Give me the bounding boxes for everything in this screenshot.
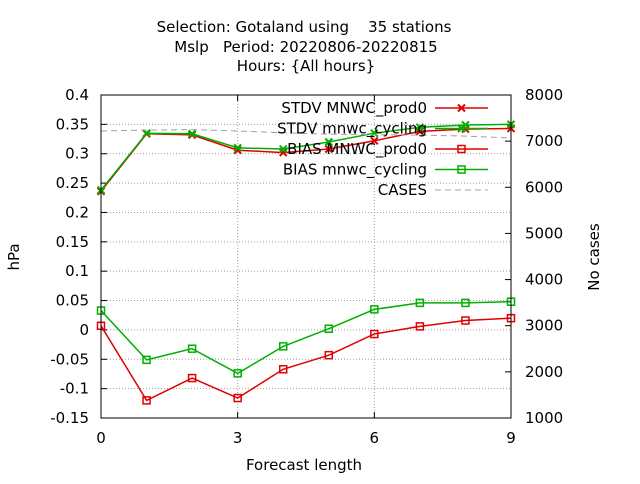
- title-line-3: Hours: {All hours}: [237, 57, 375, 75]
- x-tick-label: 9: [506, 429, 516, 447]
- data-point: [415, 298, 425, 308]
- y2-tick-label: 3000: [525, 317, 563, 335]
- grid: [101, 95, 511, 418]
- data-point: [233, 393, 242, 403]
- data-point: [279, 144, 288, 154]
- series-line: [100, 123, 512, 191]
- legend-marker: [457, 103, 466, 113]
- legend-label: STDV MNWC_prod0: [281, 99, 427, 118]
- y2-axis-label: No cases: [585, 223, 603, 291]
- y2-tick-label: 1000: [525, 409, 563, 427]
- y-tick-label: 0.25: [56, 174, 89, 192]
- y-tick-label: 0.1: [65, 262, 89, 280]
- y-tick-label: 0.3: [65, 145, 89, 163]
- legend-marker: [457, 124, 466, 133]
- series-stdv-mnwc-cycling: [96, 120, 516, 195]
- series-line: [100, 300, 512, 375]
- legend-label: BIAS mnwc_cycling: [283, 161, 427, 180]
- y2-tick-label: 8000: [525, 86, 563, 104]
- series-line: [100, 317, 512, 402]
- data-point: [461, 298, 470, 308]
- series-line: [100, 129, 512, 139]
- y-tick-label: 0.15: [56, 233, 89, 251]
- data-point: [461, 316, 470, 325]
- y2-tick-label: 6000: [525, 178, 563, 196]
- y-tick-label: 0.35: [56, 115, 89, 133]
- y-tick-label: 0.2: [65, 203, 89, 221]
- chart-title: Selection: Gotaland using 35 stations Ms…: [157, 18, 452, 75]
- data-point: [142, 128, 151, 138]
- plot-border: [100, 94, 512, 419]
- data-point: [370, 128, 379, 138]
- y2-tick-label: 4000: [525, 271, 563, 289]
- title-line-1: Selection: Gotaland using 35 stations: [157, 18, 452, 36]
- data-point: [370, 329, 379, 339]
- legend-marker: [457, 144, 466, 154]
- data-point: [415, 322, 425, 331]
- x-tick-label: 6: [370, 429, 380, 447]
- y2-tick-label: 2000: [525, 363, 563, 381]
- legend-label: STDV mnwc_cycling: [277, 120, 427, 139]
- x-tick-label: 0: [96, 429, 106, 447]
- data-point: [324, 324, 334, 333]
- series-cases: [100, 129, 512, 139]
- data-point: [370, 136, 379, 146]
- title-line-2: Mslp Period: 20220806-20220815: [174, 38, 437, 56]
- x-tick-label: 3: [233, 429, 243, 447]
- y2-tick-label: 7000: [525, 132, 563, 150]
- data-point: [233, 143, 242, 153]
- legend-marker: [457, 165, 466, 174]
- legend-label: CASES: [378, 181, 427, 199]
- data-point: [187, 373, 197, 383]
- data-point: [324, 137, 333, 147]
- data-point: [233, 369, 242, 378]
- data-point: [142, 396, 151, 405]
- data-point: [324, 350, 334, 360]
- y-tick-label: -0.1: [60, 380, 89, 398]
- series-line: [100, 127, 512, 192]
- y-tick-label: -0.05: [50, 350, 89, 368]
- data-point: [415, 123, 425, 132]
- y2-tick-label: 5000: [525, 224, 563, 242]
- y-tick-label: 0.05: [56, 292, 89, 310]
- data-point: [142, 355, 151, 365]
- series-bias-mnwc-cycling: [96, 297, 516, 378]
- data-point: [187, 129, 197, 138]
- data-point: [187, 344, 197, 353]
- y-tick-label: 0.4: [65, 86, 89, 104]
- y-axis-label: hPa: [5, 243, 23, 270]
- axis-ticks: 0 3 6 9 -0.15 -0.1 -0.05 0 0.05 0.1 0.15 0.2 0.25 0.3…: [50, 86, 563, 447]
- data-point: [278, 342, 288, 351]
- legend-label: BIAS MNWC_prod0: [287, 140, 427, 159]
- x-axis-label: Forecast length: [246, 456, 362, 474]
- data-point: [278, 365, 288, 374]
- data-point: [370, 305, 379, 314]
- y-tick-label: -0.15: [50, 409, 89, 427]
- data-point: [324, 144, 333, 154]
- y-tick-label: 0: [79, 321, 89, 339]
